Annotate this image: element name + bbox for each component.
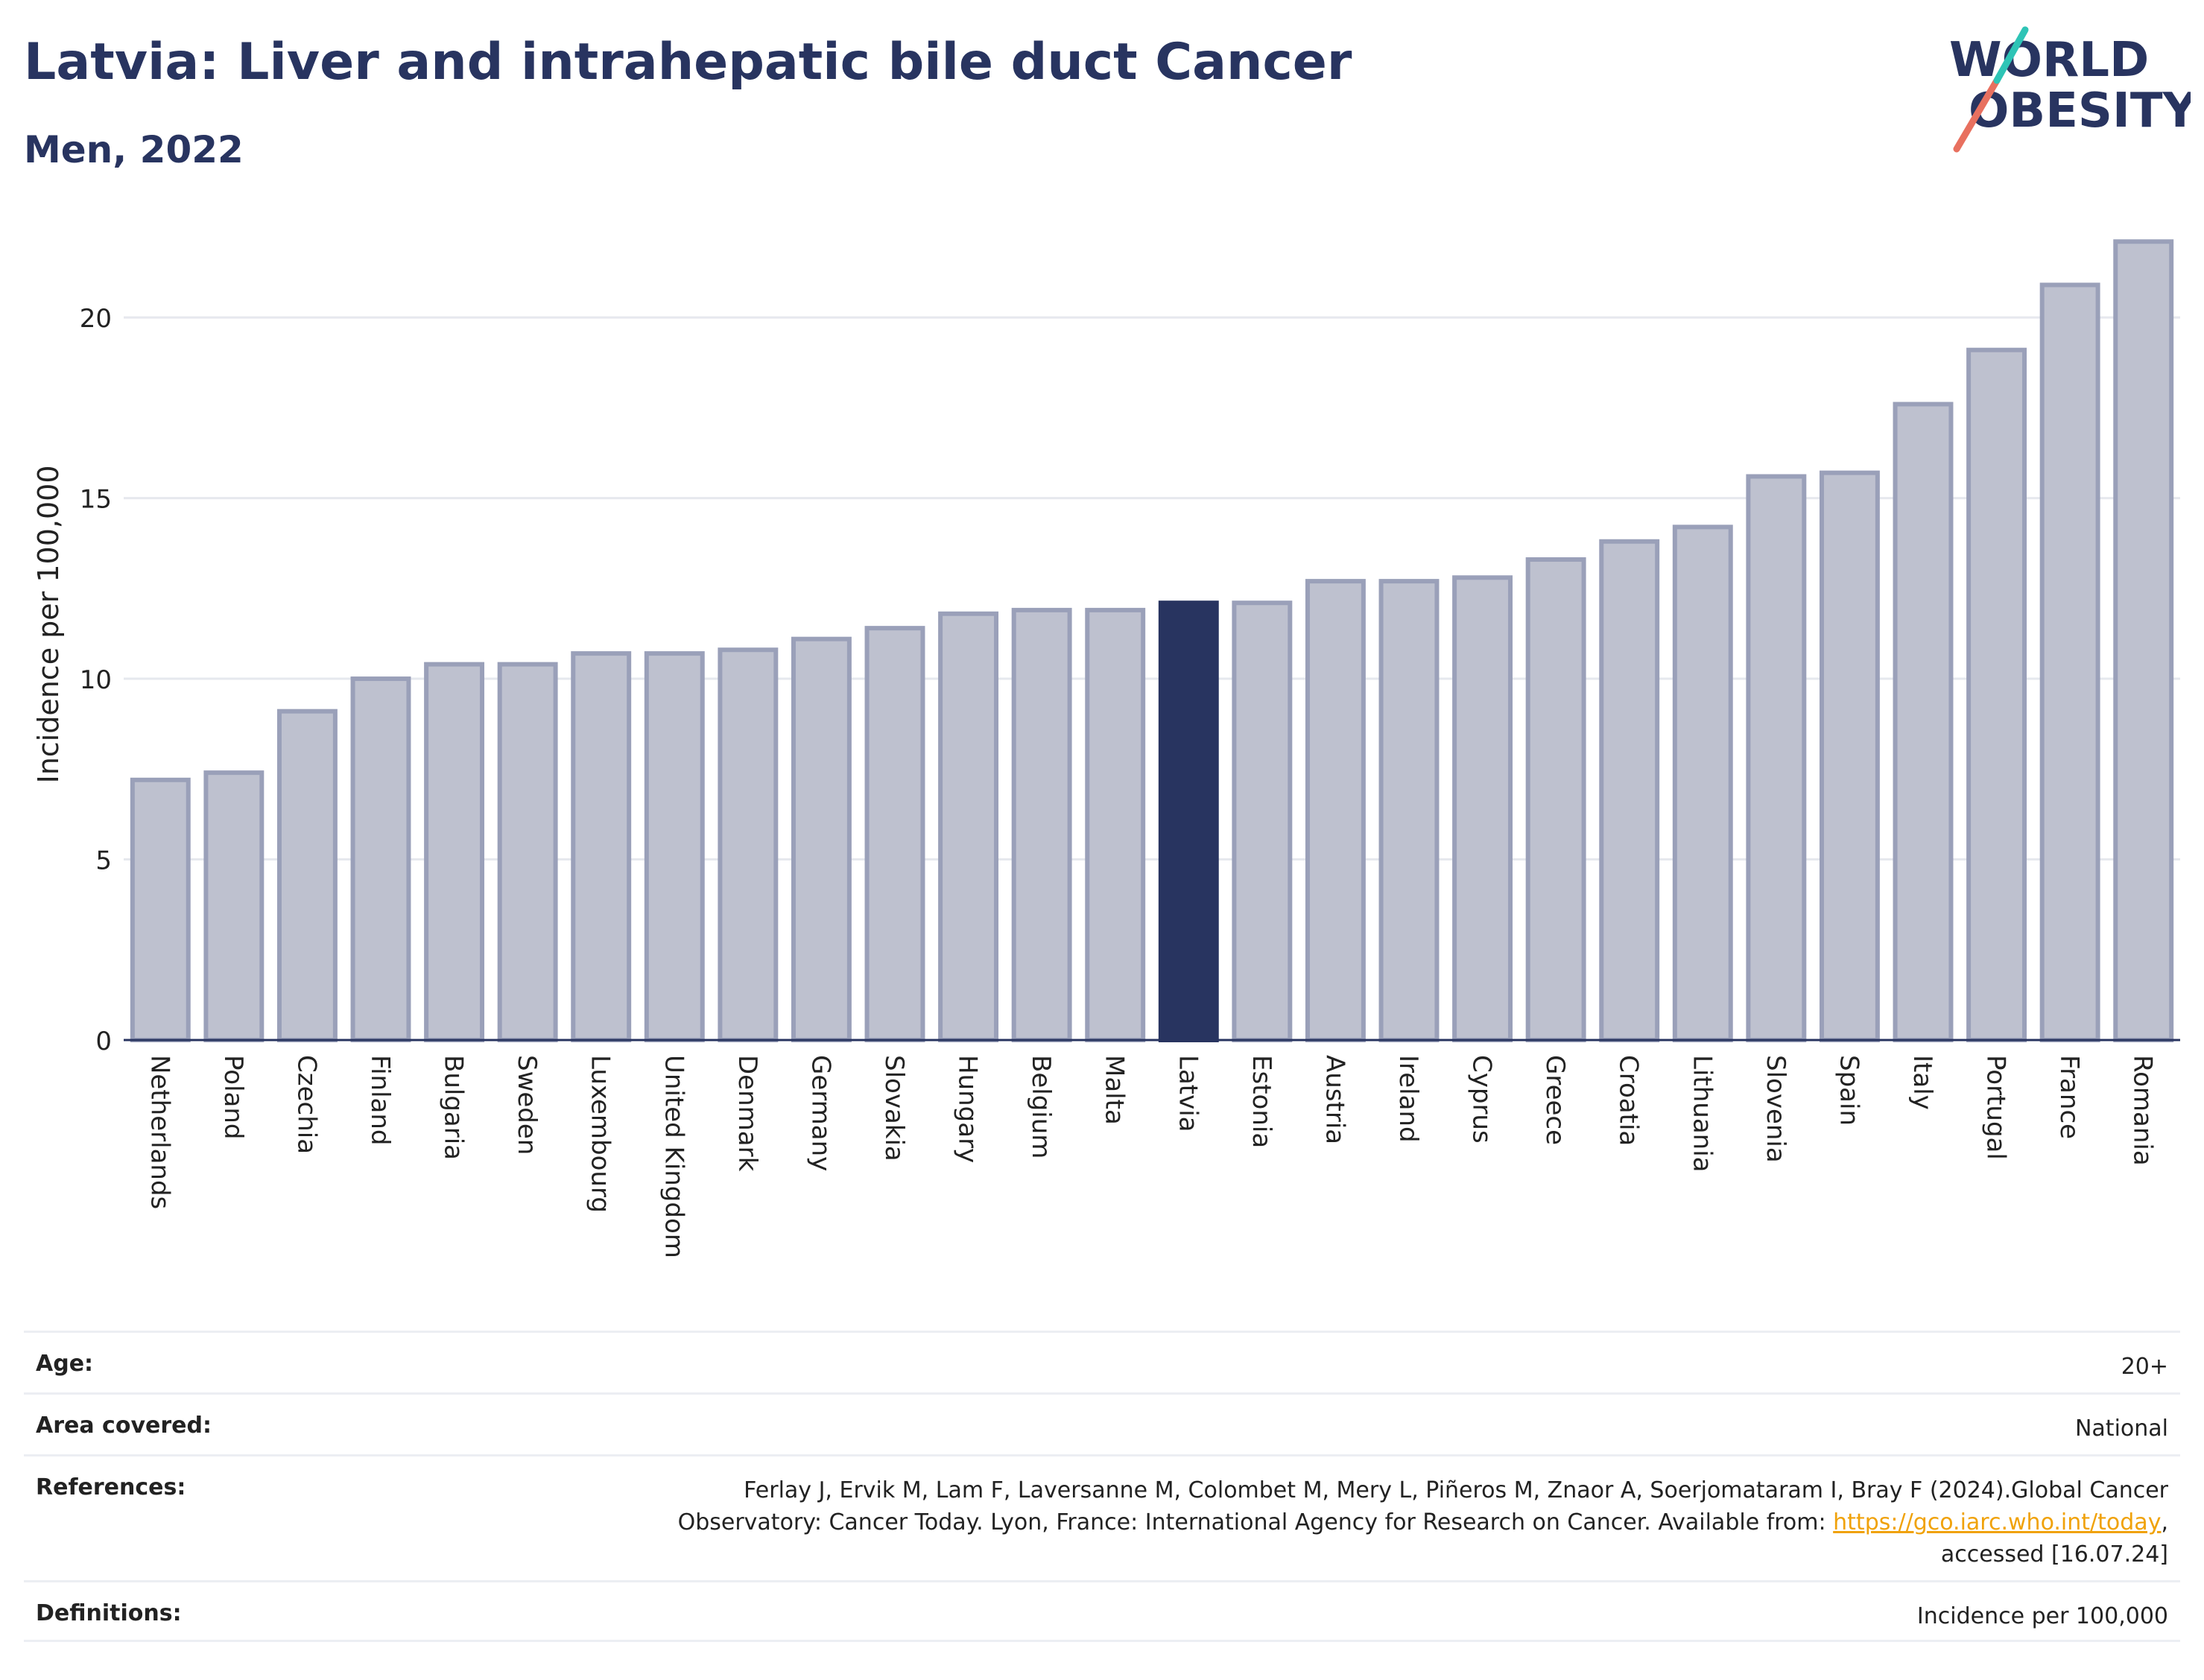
x-tick-label: Netherlands: [145, 1055, 174, 1209]
definitions-label: Definitions:: [36, 1600, 182, 1626]
x-tick-labels: Netherlands Poland Czechia Finland Bulgaria S…: [145, 1055, 2157, 1258]
world-obesity-logo: WORLD OBESITY: [1949, 26, 2191, 153]
x-tick-label: Cyprus: [1467, 1055, 1497, 1144]
bar-bulgaria: [424, 662, 485, 1042]
x-tick-label: Germany: [805, 1055, 835, 1171]
bar-malta: [1085, 607, 1146, 1042]
x-tick-label: Romania: [2128, 1055, 2158, 1166]
bar-czechia: [276, 709, 338, 1042]
x-tick-label: Poland: [218, 1055, 248, 1140]
x-tick-label: Slovenia: [1761, 1055, 1790, 1163]
definitions-value: Incidence per 100,000: [1916, 1603, 2168, 1629]
bar-chart: 0 5 10 15 20 Netherlands Poland Czechia Finland…: [32, 239, 2180, 1258]
y-tick-label: 20: [80, 304, 112, 334]
references-value: Ferlay J, Ervik M, Lam F, Laversanne M, …: [678, 1474, 2168, 1570]
x-tick-label: Estonia: [1247, 1055, 1276, 1148]
references-line3: accessed [16.07.24]: [1940, 1541, 2168, 1568]
bar-lithuania: [1672, 524, 1733, 1042]
x-tick-label: Luxembourg: [586, 1055, 615, 1213]
bar-romania: [2113, 239, 2174, 1042]
x-tick-label: United Kingdom: [659, 1055, 688, 1258]
svg-text:WORLD: WORLD: [1949, 33, 2149, 88]
bar-poland: [203, 770, 265, 1042]
x-tick-label: Denmark: [732, 1055, 762, 1172]
bar-slovenia: [1746, 474, 1807, 1042]
chart-subtitle: Men, 2022: [24, 128, 244, 171]
x-tick-label: Croatia: [1614, 1055, 1644, 1146]
meta-row-area: Area covered: National: [24, 1392, 2180, 1454]
chart-title: Latvia: Liver and intrahepatic bile duct…: [24, 33, 1352, 92]
x-tick-label: Latvia: [1173, 1055, 1203, 1132]
x-tick-label: Sweden: [512, 1055, 542, 1155]
x-tick-label: Malta: [1100, 1055, 1130, 1125]
bar-italy: [1893, 402, 1954, 1042]
references-link[interactable]: https://gco.iarc.who.int/today: [1833, 1509, 2162, 1535]
bars: [130, 239, 2174, 1043]
bar-denmark: [718, 647, 779, 1042]
area-label: Area covered:: [36, 1413, 212, 1439]
references-line2: Observatory: Cancer Today. Lyon, France:…: [677, 1509, 1834, 1535]
y-tick-label: 0: [95, 1027, 112, 1056]
bar-netherlands: [130, 777, 191, 1043]
bar-united-kingdom: [644, 651, 705, 1042]
y-tick-label: 5: [95, 846, 112, 876]
meta-row-references: References: Ferlay J, Ervik M, Lam F, La…: [24, 1454, 2180, 1580]
x-tick-label: France: [2054, 1055, 2084, 1139]
bar-spain: [1819, 470, 1880, 1042]
bar-croatia: [1599, 539, 1660, 1042]
bar-cyprus: [1452, 575, 1513, 1042]
y-tick-label: 15: [80, 485, 112, 515]
age-label: Age:: [36, 1351, 94, 1377]
references-line1: Ferlay J, Ervik M, Lam F, Laversanne M, …: [744, 1477, 2168, 1503]
svg-text:OBESITY: OBESITY: [1969, 83, 2191, 139]
bar-slovakia: [864, 626, 925, 1042]
x-tick-label: Lithuania: [1687, 1055, 1717, 1172]
bar-luxembourg: [571, 651, 632, 1042]
x-tick-label: Czechia: [291, 1055, 321, 1154]
x-tick-label: Spain: [1834, 1055, 1863, 1126]
y-tick-labels: 0 5 10 15 20: [80, 304, 112, 1056]
bar-france: [2039, 282, 2100, 1042]
x-tick-label: Ireland: [1393, 1055, 1423, 1143]
bar-greece: [1525, 557, 1586, 1042]
references-label: References:: [36, 1474, 186, 1500]
bar-belgium: [1011, 607, 1072, 1042]
x-tick-label: Slovakia: [879, 1055, 909, 1161]
age-value: 20+: [2121, 1354, 2168, 1380]
bar-latvia: [1158, 600, 1219, 1042]
y-axis-label: Incidence per 100,000: [32, 465, 65, 783]
x-tick-label: Portugal: [1981, 1055, 2011, 1160]
bar-estonia: [1232, 600, 1293, 1042]
x-tick-label: Bulgaria: [439, 1055, 469, 1160]
x-tick-label: Belgium: [1026, 1055, 1056, 1158]
bar-hungary: [938, 611, 999, 1042]
metadata-table: Age: 20+ Area covered: National Referenc…: [24, 1331, 2180, 1642]
x-tick-label: Italy: [1907, 1055, 1937, 1110]
x-tick-label: Greece: [1540, 1055, 1570, 1145]
bar-germany: [791, 636, 852, 1042]
meta-row-age: Age: 20+: [24, 1331, 2180, 1392]
bar-austria: [1305, 579, 1366, 1042]
bar-ireland: [1378, 579, 1440, 1042]
bar-portugal: [1966, 347, 2027, 1043]
x-tick-label: Austria: [1320, 1055, 1349, 1144]
y-tick-label: 10: [80, 665, 112, 695]
references-comma: ,: [2161, 1509, 2168, 1535]
meta-row-definitions: Definitions: Incidence per 100,000: [24, 1580, 2180, 1642]
area-value: National: [2074, 1416, 2168, 1442]
bar-sweden: [497, 662, 558, 1042]
x-tick-label: Finland: [365, 1055, 395, 1146]
x-tick-label: Hungary: [953, 1055, 983, 1163]
bar-finland: [350, 676, 411, 1042]
